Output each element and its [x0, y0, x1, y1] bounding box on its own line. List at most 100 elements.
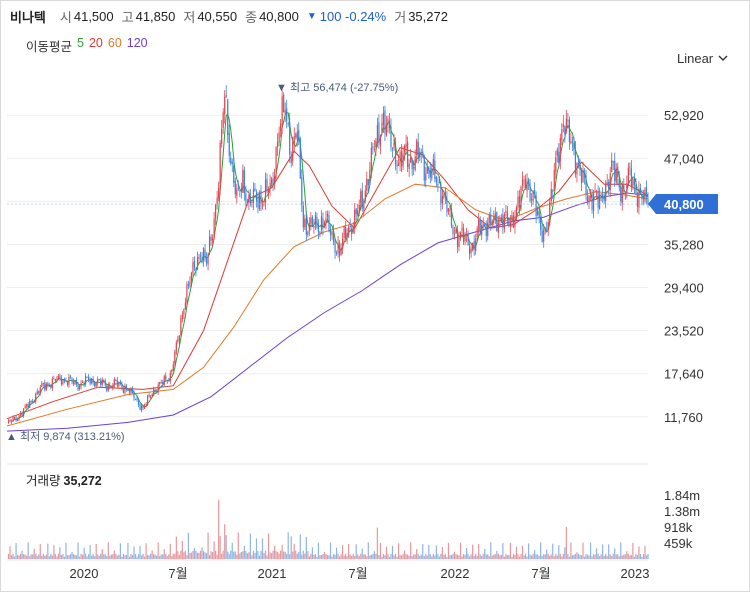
volume-bar	[68, 555, 70, 559]
volume-bar	[115, 553, 117, 559]
high-annotation: ▼ 최고 56,474 (-27.75%)	[276, 81, 398, 94]
candle-body	[195, 268, 197, 271]
candle-body	[571, 140, 574, 143]
volume-bar	[635, 553, 637, 559]
volume-bar	[331, 556, 333, 559]
volume-bar	[447, 542, 450, 559]
volume-bar	[38, 554, 40, 559]
ma-20-label[interactable]: 20	[88, 36, 103, 50]
candle-body	[437, 184, 439, 186]
volume-bar	[116, 555, 118, 559]
volume-bar	[15, 543, 17, 559]
x-tick-label: 7월	[348, 566, 367, 581]
candle-body	[243, 169, 245, 194]
volume-bar	[428, 544, 430, 559]
candle-body	[517, 196, 519, 208]
candle-body	[100, 380, 102, 385]
ma-5-label[interactable]: 5	[77, 36, 84, 50]
candle-body	[133, 392, 135, 399]
candle-body	[234, 180, 236, 195]
volume-bar	[277, 552, 279, 559]
candle-body	[594, 190, 596, 192]
y-tick-label: 29,400	[664, 281, 704, 296]
close-value: 40,800	[259, 8, 299, 24]
volume-bar	[375, 553, 377, 559]
volume-bar	[465, 547, 468, 559]
volume-bar	[283, 551, 285, 559]
candle-body	[205, 256, 208, 264]
volume-bar	[558, 545, 560, 559]
candle-body	[509, 221, 512, 227]
candle-body	[12, 417, 14, 422]
volume-bar	[509, 542, 512, 559]
candle-body	[231, 161, 233, 164]
volume-bar	[98, 555, 100, 559]
candle-body	[292, 141, 294, 161]
volume-bar	[136, 556, 138, 559]
candle-body	[469, 246, 471, 255]
volume-bar	[225, 535, 227, 559]
candle-body	[505, 210, 507, 213]
volume-bar	[205, 553, 208, 559]
candle-body	[293, 136, 295, 144]
candle-body	[20, 413, 22, 416]
volume-bar	[342, 544, 344, 559]
ma-60-label[interactable]: 60	[107, 36, 122, 50]
volume-bar	[127, 542, 129, 559]
volume-bar	[514, 555, 516, 559]
candle-body	[506, 212, 509, 220]
volume-bar	[641, 556, 643, 559]
volume-bar	[296, 553, 298, 559]
candle-body	[218, 187, 220, 199]
volume-bar	[210, 551, 212, 559]
ma-120-label[interactable]: 120	[126, 36, 148, 50]
scale-selector[interactable]: Linear	[677, 51, 728, 66]
volume-bar	[65, 542, 67, 559]
chart-annotations: ▼ 최고 56,474 (-27.75%) ▲ 최저 9,874 (313.21%…	[6, 81, 398, 443]
candle-body	[80, 382, 82, 387]
candle-body	[603, 197, 605, 201]
candle-body	[269, 182, 271, 189]
volume-bar	[547, 553, 549, 559]
volume-bar	[556, 555, 558, 559]
volume-bar	[647, 553, 649, 559]
candle-body	[295, 134, 297, 138]
candle-body	[183, 309, 185, 315]
candle-body	[145, 404, 147, 406]
volume-tick-label: 918k	[664, 520, 693, 535]
close-label: 종	[245, 9, 258, 25]
volume-bar	[538, 555, 540, 559]
candle-body	[116, 380, 118, 386]
volume-bar	[33, 548, 35, 559]
volume-bar	[416, 549, 418, 559]
volume-bar	[564, 547, 566, 559]
candle-body	[228, 132, 230, 156]
candle-body	[85, 376, 87, 385]
volume-bar	[490, 542, 492, 559]
candle-body	[446, 198, 448, 213]
candle-body	[212, 238, 214, 241]
candle-body	[140, 405, 143, 411]
volume-bar	[190, 552, 193, 559]
candle-body	[27, 403, 29, 408]
candle-body	[400, 151, 403, 166]
moving-average-legend[interactable]: 이동평균 5 20 60 120	[26, 36, 148, 55]
candle-body	[10, 420, 13, 422]
volume-bar	[201, 547, 203, 559]
volume-bar	[419, 555, 421, 559]
volume-bar	[130, 553, 132, 559]
volume-bar	[629, 555, 631, 559]
candle-body	[602, 194, 604, 198]
candle-body	[236, 189, 238, 196]
candle-body	[107, 384, 109, 391]
volume-bar	[630, 554, 632, 559]
candle-body	[467, 233, 469, 246]
volume-bar	[298, 551, 300, 559]
candle-body	[192, 262, 194, 274]
candle-body	[88, 376, 90, 380]
volume-bar	[261, 538, 264, 559]
volume-bar	[280, 550, 282, 559]
candle-body	[157, 384, 159, 393]
y-tick-label: 11,760	[664, 410, 703, 425]
